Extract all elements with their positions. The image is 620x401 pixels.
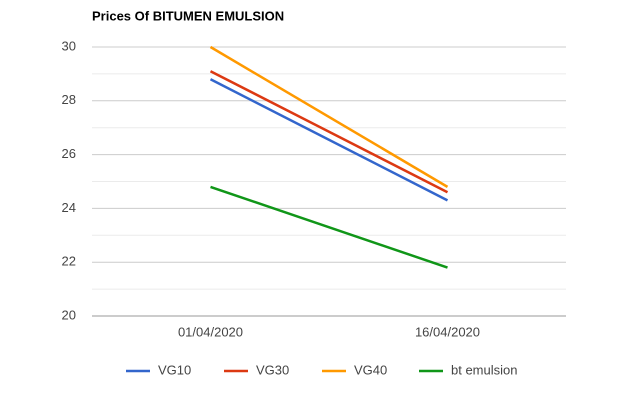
y-tick-label: 24 [62,200,76,215]
legend-label: VG40 [354,362,387,377]
y-tick-label: 30 [62,38,76,53]
y-tick-label: 20 [62,307,76,322]
legend-label: bt emulsion [451,362,517,377]
series-line [209,45,449,188]
chart-title: Prices Of BITUMEN EMULSION [92,8,284,23]
y-tick-label: 26 [62,146,76,161]
y-tick-label: 22 [62,254,76,269]
series-line [210,185,448,269]
legend-label: VG30 [256,362,289,377]
x-tick-label: 01/04/2020 [178,324,243,339]
series-line [209,70,449,194]
x-tick-label: 16/04/2020 [415,324,480,339]
y-tick-label: 28 [62,92,76,107]
legend-label: VG10 [158,362,191,377]
series-line [209,78,449,202]
